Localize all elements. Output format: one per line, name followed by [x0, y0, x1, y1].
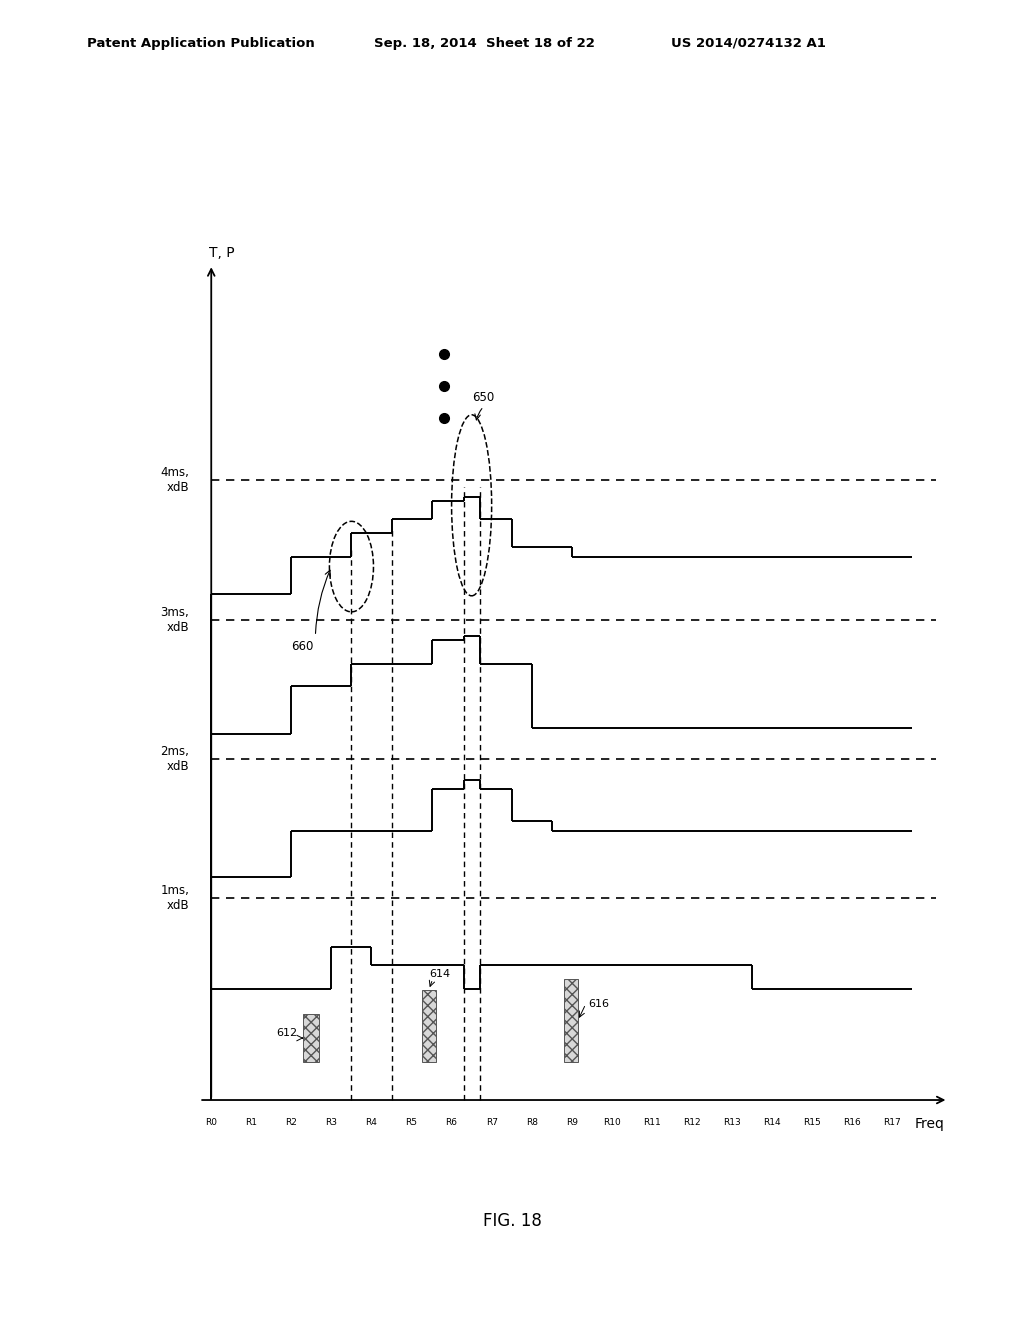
Text: R10: R10 [603, 1118, 621, 1127]
Text: R6: R6 [445, 1118, 458, 1127]
Text: 650: 650 [472, 391, 495, 404]
Text: 660: 660 [291, 640, 313, 653]
Text: 614: 614 [429, 969, 450, 979]
Text: 616: 616 [588, 999, 609, 1008]
Text: 1ms,
xdB: 1ms, xdB [161, 884, 189, 912]
Text: US 2014/0274132 A1: US 2014/0274132 A1 [671, 37, 825, 50]
Text: R8: R8 [525, 1118, 538, 1127]
Text: FIG. 18: FIG. 18 [482, 1212, 542, 1230]
Text: 4ms,
xdB: 4ms, xdB [161, 466, 189, 494]
Text: R11: R11 [643, 1118, 660, 1127]
Text: R5: R5 [406, 1118, 418, 1127]
Text: R9: R9 [566, 1118, 578, 1127]
Bar [303, 1014, 319, 1063]
Text: Freq: Freq [914, 1117, 944, 1131]
Text: R17: R17 [884, 1118, 901, 1127]
Text: R15: R15 [803, 1118, 821, 1127]
Text: R16: R16 [844, 1118, 861, 1127]
Text: 3ms,
xdB: 3ms, xdB [161, 606, 189, 634]
Text: Patent Application Publication: Patent Application Publication [87, 37, 314, 50]
Text: R12: R12 [683, 1118, 700, 1127]
Text: T, P: T, P [209, 247, 234, 260]
Bar [422, 990, 435, 1063]
Text: R3: R3 [326, 1118, 338, 1127]
Text: R1: R1 [246, 1118, 257, 1127]
Text: Sep. 18, 2014  Sheet 18 of 22: Sep. 18, 2014 Sheet 18 of 22 [374, 37, 595, 50]
Text: 612: 612 [276, 1028, 297, 1038]
Bar [564, 979, 578, 1063]
Text: R2: R2 [286, 1118, 297, 1127]
Text: R4: R4 [366, 1118, 378, 1127]
Text: R13: R13 [723, 1118, 741, 1127]
Text: R0: R0 [205, 1118, 217, 1127]
Text: 2ms,
xdB: 2ms, xdB [161, 744, 189, 772]
Text: R7: R7 [485, 1118, 498, 1127]
Text: R14: R14 [763, 1118, 781, 1127]
